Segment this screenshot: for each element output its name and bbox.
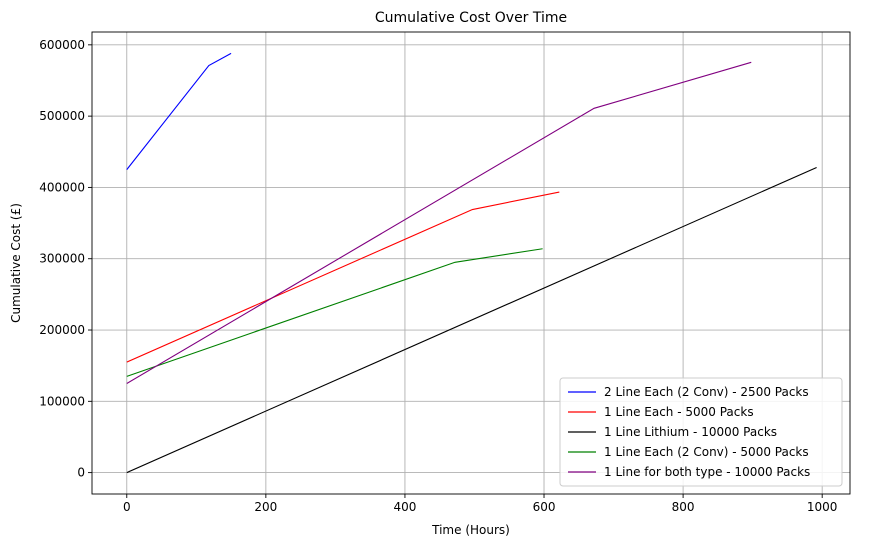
x-tick-label: 1000 — [807, 500, 838, 514]
y-tick-label: 300000 — [39, 252, 85, 266]
x-tick-label: 600 — [533, 500, 556, 514]
x-tick-label: 200 — [254, 500, 277, 514]
y-tick-label: 200000 — [39, 323, 85, 337]
legend-label: 1 Line Lithium - 10000 Packs — [604, 425, 777, 439]
series-line — [126, 61, 752, 384]
legend-label: 2 Line Each (2 Conv) - 2500 Packs — [604, 385, 809, 399]
x-tick-label: 800 — [672, 500, 695, 514]
x-axis-label: Time (Hours) — [431, 523, 510, 537]
y-axis-ticks: 0 100000 200000 300000 400000 500000 600000 — [39, 38, 92, 480]
x-axis-ticks: 0 200 400 600 800 1000 — [123, 494, 838, 514]
y-axis-label: Cumulative Cost (£) — [9, 203, 23, 323]
legend-box — [559, 377, 843, 487]
legend-label: 1 Line Each - 5000 Packs — [604, 405, 754, 419]
series-lines — [126, 52, 817, 474]
legend: 2 Line Each (2 Conv) - 2500 Packs 1 Line … — [559, 377, 843, 487]
x-tick-label: 400 — [393, 500, 416, 514]
series-line — [126, 248, 543, 377]
legend-label: 1 Line for both type - 10000 Packs — [604, 465, 810, 479]
chart-title: Cumulative Cost Over Time — [375, 10, 567, 26]
series-line — [126, 191, 560, 363]
series-line — [126, 166, 817, 474]
y-tick-label: 0 — [77, 466, 85, 480]
y-tick-label: 500000 — [39, 109, 85, 123]
legend-label: 1 Line Each (2 Conv) - 5000 Packs — [604, 445, 809, 459]
series-line — [126, 52, 232, 170]
grid — [92, 32, 850, 494]
plot-frame — [91, 31, 851, 495]
y-tick-label: 100000 — [39, 394, 85, 408]
y-tick-label: 600000 — [39, 38, 85, 52]
y-tick-label: 400000 — [39, 180, 85, 194]
x-tick-label: 0 — [123, 500, 131, 514]
